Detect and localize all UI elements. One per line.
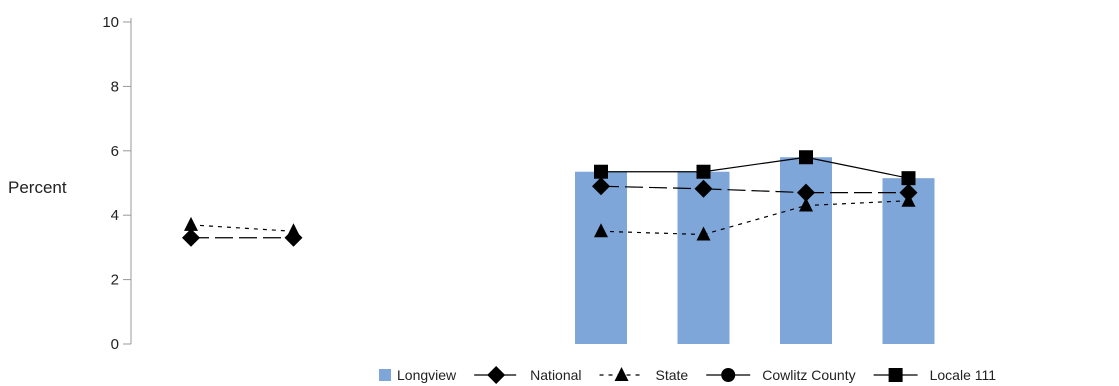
legend-marker-state — [614, 367, 629, 381]
legend-marker-cowlitz-county — [721, 368, 736, 382]
legend: Longview National State Cowlitz County Local… — [379, 366, 996, 384]
bars — [575, 157, 935, 344]
marker-locale-111 — [594, 164, 608, 179]
legend-swatch-longview — [379, 369, 391, 381]
marker-state — [286, 223, 301, 238]
y-tick-label: 6 — [111, 143, 119, 160]
marker-national — [797, 183, 815, 202]
y-tick-label: 0 — [111, 336, 119, 353]
marker-state — [696, 226, 711, 241]
marker-locale-111 — [901, 171, 916, 186]
y-tick-label: 2 — [111, 272, 119, 289]
legend-label-national: National — [530, 367, 581, 383]
y-tick-label: 10 — [102, 14, 119, 31]
y-ticks: 0 2 4 6 8 10 — [102, 14, 131, 353]
y-axis-label: Percent — [8, 178, 67, 197]
marker-national — [694, 179, 713, 198]
line-segment-locale-111 — [703, 156, 807, 173]
series-lines — [190, 156, 909, 239]
line-segment-national — [600, 185, 704, 190]
line-segment-national — [703, 188, 807, 194]
bar-longview — [677, 171, 730, 344]
legend-label-locale-111: Locale 111 — [930, 367, 997, 383]
marker-national — [182, 228, 200, 247]
legend-label-longview: Longview — [397, 367, 457, 383]
bar-longview — [575, 171, 627, 344]
marker-locale-111 — [696, 164, 711, 179]
y-tick-label: 4 — [111, 207, 119, 224]
y-tick-label: 8 — [111, 78, 119, 95]
legend-label-cowlitz-county: Cowlitz County — [762, 367, 855, 383]
line-segment-locale-111 — [805, 156, 909, 179]
marker-national — [592, 177, 610, 196]
marker-national — [899, 183, 918, 202]
legend-label-state: State — [656, 367, 689, 383]
marker-state — [184, 216, 198, 231]
marker-locale-111 — [799, 150, 813, 165]
line-segment-state — [190, 224, 294, 232]
legend-marker-national — [487, 366, 506, 384]
series-markers — [182, 150, 918, 247]
legend-marker-locale-111 — [888, 368, 903, 382]
marker-state — [594, 223, 608, 238]
marker-state — [901, 192, 916, 207]
marker-state — [799, 197, 813, 212]
